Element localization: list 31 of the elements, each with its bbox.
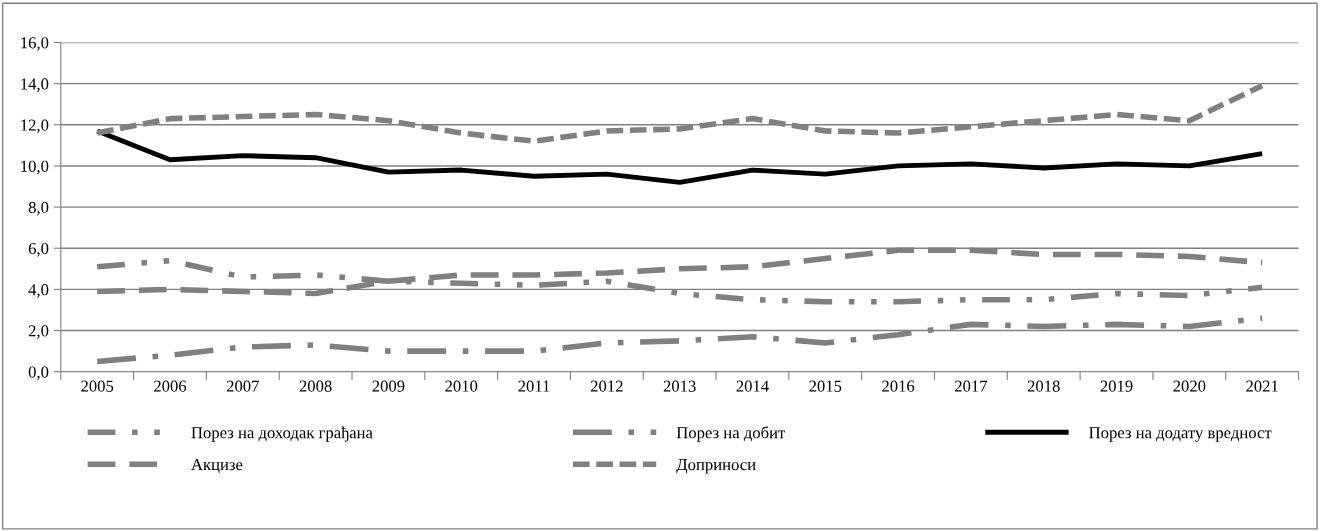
x-tick-label: 2019: [1100, 380, 1133, 392]
legend-label: Порез на доходак грађана: [191, 426, 373, 442]
x-tick-label: 2005: [81, 380, 114, 392]
y-tick-label: 14,0: [21, 78, 49, 92]
x-tick-label: 2007: [226, 380, 259, 392]
x-tick-label: 2021: [1246, 380, 1278, 392]
y-tick-label: 6,0: [28, 242, 49, 257]
x-tick-label: 2008: [299, 380, 332, 392]
x-tick-label: 2012: [590, 380, 623, 392]
x-tick-label: 2006: [154, 380, 187, 392]
x-tick-label: 2015: [809, 380, 842, 392]
y-tick-label: 2,0: [28, 325, 49, 339]
y-tick-label: 12,0: [21, 119, 49, 134]
x-tick-label: 2010: [445, 380, 478, 392]
x-tick-label: 2016: [882, 380, 915, 392]
y-tick-label: 10,0: [21, 160, 49, 175]
x-tick-label: 2013: [663, 380, 696, 392]
y-tick-label: 16,0: [21, 37, 49, 51]
legend-label: Порез на добит: [676, 426, 786, 442]
legend-label: Порез на додату вредност: [1089, 427, 1272, 442]
x-tick-label: 2014: [736, 380, 769, 392]
legend-label: Акцизе: [191, 459, 243, 474]
y-tick-label: 0,0: [28, 366, 49, 381]
legend-label: Доприноси: [676, 459, 756, 474]
y-tick-label: 4,0: [28, 284, 49, 298]
x-tick-label: 2011: [518, 380, 550, 392]
x-tick-label: 2009: [372, 380, 405, 392]
x-tick-label: 2018: [1027, 380, 1060, 392]
x-tick-label: 2017: [954, 380, 988, 392]
y-tick-label: 8,0: [28, 201, 49, 216]
x-tick-label: 2020: [1173, 380, 1206, 392]
